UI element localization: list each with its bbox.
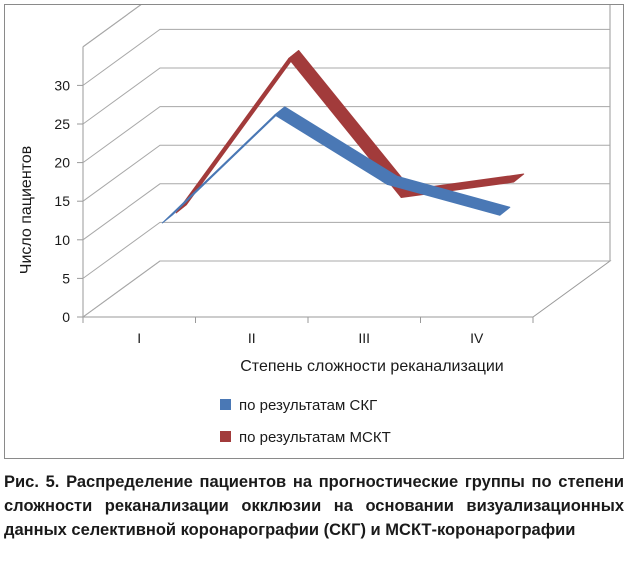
- chart-grid: [82, 5, 610, 318]
- wall-top-edge: [82, 5, 142, 48]
- gridline: [82, 260, 610, 318]
- gridline: [82, 221, 610, 279]
- gridline: [82, 183, 610, 241]
- x-tick-label: I: [137, 330, 141, 346]
- y-tick-labels: 0 5 10 15 20 25 30: [54, 77, 83, 325]
- gridline: [82, 28, 610, 86]
- y-tick-label: 5: [62, 270, 70, 286]
- legend-label: по результатам СКГ: [239, 397, 377, 414]
- series-0: [161, 106, 511, 224]
- gridline: [82, 5, 142, 48]
- chart-walls: [81, 5, 612, 318]
- y-tick-label: 0: [62, 309, 70, 325]
- y-tick-label: 20: [54, 155, 70, 171]
- gridline: [82, 106, 610, 164]
- figure-caption: Рис. 5. Распределение пациентов на прогн…: [4, 473, 624, 539]
- series-segment: [161, 106, 286, 224]
- y-axis-label: Число пациентов: [18, 146, 35, 274]
- y-tick-label: 30: [54, 77, 70, 93]
- x-tick-label: II: [248, 330, 256, 346]
- legend: по результатам СКГ по результатам МСКТ: [220, 397, 391, 446]
- x-axis-label: Степень сложности реканализации: [240, 358, 504, 375]
- chart-frame: 0 5 10 15 20 25 30 I II III IV Число пациентов Ст…: [4, 4, 624, 459]
- chart-floor: [81, 260, 612, 318]
- chart-series: [161, 50, 525, 224]
- legend-label: по результатам МСКТ: [239, 429, 391, 446]
- legend-swatch: [220, 431, 231, 442]
- gridline: [82, 67, 610, 125]
- legend-swatch: [220, 399, 231, 410]
- series-segment: [386, 175, 511, 216]
- series-segment: [175, 50, 300, 214]
- x-tick-labels: I II III IV: [82, 317, 534, 346]
- y-tick-label: 15: [54, 193, 70, 209]
- x-tick-label: III: [358, 330, 370, 346]
- x-tick-label: IV: [470, 330, 484, 346]
- y-tick-label: 10: [54, 232, 70, 248]
- series-1: [175, 50, 525, 214]
- gridline: [82, 144, 610, 202]
- y-tick-label: 25: [54, 116, 70, 132]
